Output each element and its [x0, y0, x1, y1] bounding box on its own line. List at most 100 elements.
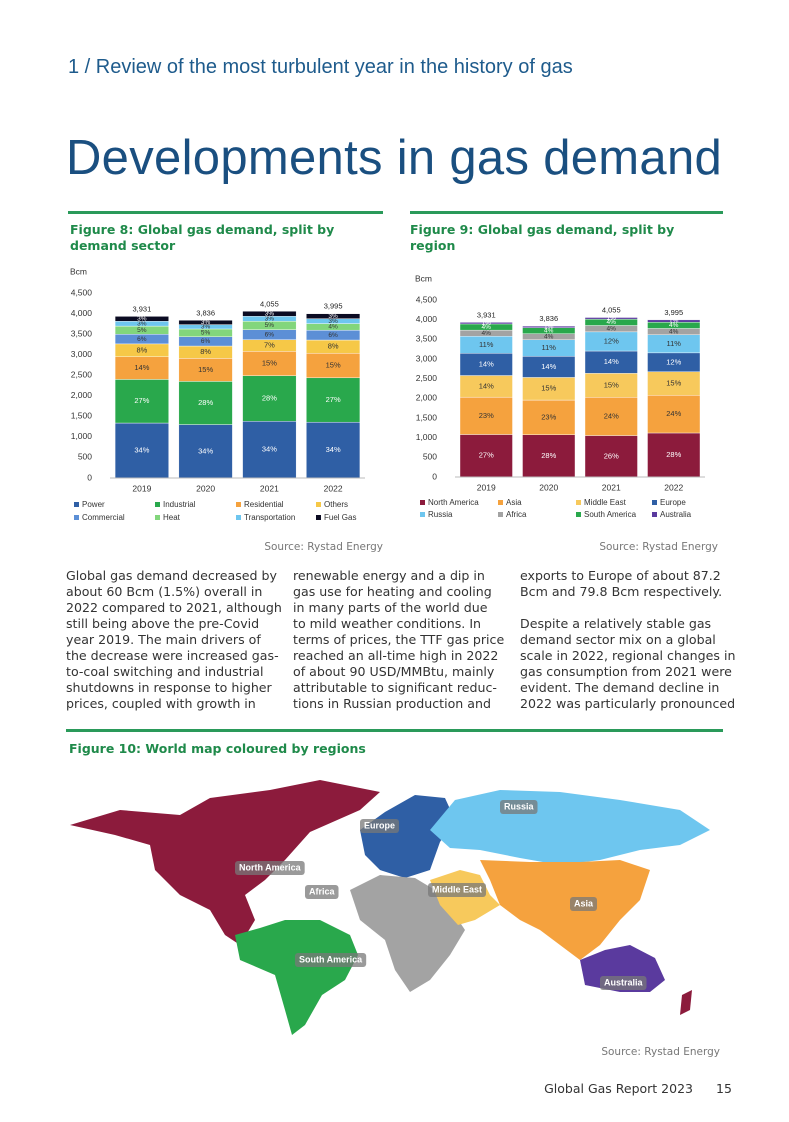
y-tick-label: 4,500 [71, 287, 93, 297]
section-heading: 1 / Review of the most turbulent year in… [68, 56, 573, 78]
x-tick-label: 2022 [664, 482, 683, 492]
legend-label: Power [82, 500, 105, 509]
region-shape [430, 790, 710, 865]
bar-segment [522, 434, 576, 478]
bar-segment [522, 399, 576, 435]
text-line: demand sector mix on a global [520, 632, 716, 647]
bar-segment [306, 377, 361, 423]
legend-label: Europe [660, 498, 686, 507]
segment-label: 4% [544, 327, 554, 334]
segment-label: 24% [666, 409, 681, 418]
rule [410, 211, 723, 214]
rule [68, 211, 383, 214]
segment-label: 14% [541, 362, 556, 371]
segment-label: 28% [541, 451, 556, 460]
segment-label: 1% [669, 318, 679, 325]
segment-label: 23% [541, 412, 556, 421]
bar-segment [459, 434, 513, 478]
region-shape [70, 780, 380, 945]
legend-swatch [155, 502, 160, 507]
segment-label: 4% [328, 324, 338, 331]
figure-title: Figure 8: Global gas demand, split by de… [70, 222, 335, 253]
segment-label: 11% [479, 340, 494, 349]
segment-label: 15% [666, 378, 681, 387]
segment-label: 26% [604, 451, 619, 460]
footer-report: Global Gas Report 2023 [544, 1081, 693, 1096]
source: Source: Rystad Energy [599, 541, 718, 553]
segment-label: 4% [669, 322, 679, 329]
segment-label: 12% [604, 336, 619, 345]
legend-swatch [74, 502, 79, 507]
y-tick-label: 3,000 [416, 353, 438, 363]
segment-label: 14% [134, 363, 149, 372]
y-tick-label: 3,000 [71, 349, 93, 359]
segment-label: 6% [137, 336, 147, 343]
bar-segment [178, 381, 233, 425]
segment-label: 4% [669, 328, 679, 335]
total-label: 3,836 [539, 314, 558, 323]
bar-segment [242, 421, 297, 479]
segment-label: 3% [265, 316, 275, 323]
legend-label: Transportation [244, 513, 295, 522]
segment-label: 8% [200, 347, 211, 356]
x-tick-label: 2022 [324, 483, 343, 493]
segment-label: 3% [137, 316, 147, 323]
region-label: North America [239, 862, 302, 872]
region-label: South America [299, 954, 363, 964]
region-label-box [428, 883, 487, 897]
segment-label: 11% [542, 343, 557, 352]
region-label-box [500, 800, 538, 814]
segment-label: 4% [482, 324, 492, 331]
total-label: 3,836 [196, 308, 215, 317]
segment-label: 14% [479, 381, 494, 390]
segment-label: 4% [607, 319, 617, 326]
y-tick-label: 1,000 [416, 432, 438, 442]
text-line: attributable to significant reduc- [293, 680, 497, 695]
legend-label: Asia [506, 498, 522, 507]
total-label: 4,055 [260, 299, 279, 308]
legend-label: Commercial [82, 513, 125, 522]
segment-label: 15% [541, 384, 556, 393]
legend-swatch [576, 512, 581, 517]
y-tick-label: 500 [423, 452, 437, 462]
segment-label: 1% [544, 324, 554, 331]
total-label: 3,995 [664, 308, 683, 317]
legend-swatch [74, 515, 79, 520]
text-line: 2022 compared to 2021, although [66, 600, 282, 615]
chart: Bcm 0 500 1,000 1,500 2,000 2,500 3,000 3,500 4,0… [415, 273, 705, 519]
bar-segment [584, 435, 638, 478]
segment-label: 6% [201, 338, 211, 345]
y-tick-label: 2,500 [416, 373, 438, 383]
legend-label: Industrial [163, 500, 196, 509]
y-tick-label: 4,000 [416, 314, 438, 324]
y-tick-label: 3,500 [71, 328, 93, 338]
segment-label: 15% [604, 380, 619, 389]
segment-label: 4% [544, 333, 554, 340]
bar-segment [178, 320, 233, 325]
total-label: 3,995 [324, 302, 343, 311]
paragraph: Global gas demand decreased by about 60 B… [66, 568, 282, 712]
page-title: Developments in gas demand [66, 131, 723, 185]
text-line: to-coal switching and industrial [66, 664, 264, 679]
legend-label: Residential [244, 500, 284, 509]
segment-label: 27% [326, 395, 341, 404]
region-label-box [570, 897, 598, 911]
legend-label: Australia [660, 510, 692, 519]
text-line: gas use for heating and cooling [293, 584, 492, 599]
region-label: Asia [574, 898, 594, 908]
legend-swatch [236, 515, 241, 520]
segment-label: 4% [607, 325, 617, 332]
bar-segment [114, 316, 169, 322]
legend-swatch [652, 500, 657, 505]
segment-label: 8% [328, 342, 339, 351]
bar-segment [178, 424, 233, 479]
region-label: Russia [504, 801, 535, 811]
text-line: exports to Europe of about 87.2 [520, 568, 721, 583]
unit-label: Bcm [70, 266, 87, 276]
total-label: 3,931 [477, 310, 496, 319]
legend-label: Heat [163, 513, 181, 522]
region-shape [235, 920, 358, 1035]
bar-segment [584, 317, 638, 320]
segment-label: 15% [198, 365, 213, 374]
text-line: of about 90 USD/MMBtu, mainly [293, 664, 495, 679]
